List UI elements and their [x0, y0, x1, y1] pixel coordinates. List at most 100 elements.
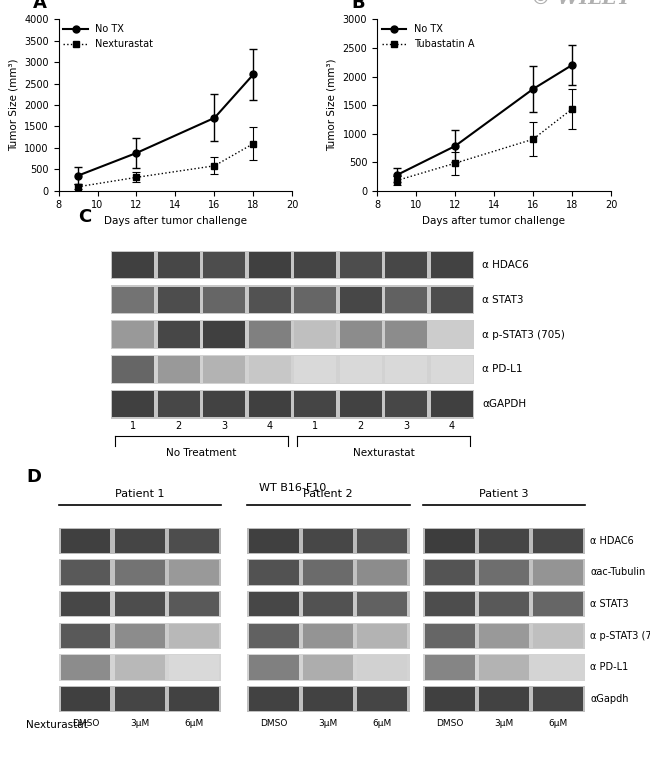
Bar [533, 560, 583, 584]
Text: 6μM: 6μM [185, 719, 203, 728]
Bar [424, 687, 474, 711]
Bar [358, 655, 408, 680]
Legend: No TX, Nexturastat: No TX, Nexturastat [63, 24, 153, 49]
Text: 3: 3 [221, 421, 228, 431]
Text: C: C [78, 208, 91, 226]
Bar [479, 560, 528, 584]
Bar [422, 591, 585, 618]
Bar [304, 655, 353, 680]
Bar [431, 356, 473, 383]
Bar [479, 592, 528, 616]
Bar [533, 624, 583, 648]
Text: 4: 4 [448, 421, 455, 431]
Legend: No TX, Tubastatin A: No TX, Tubastatin A [382, 24, 474, 49]
Bar [249, 655, 299, 680]
Bar [249, 321, 291, 348]
Bar [58, 654, 221, 681]
Bar [115, 687, 164, 711]
Bar [247, 686, 410, 713]
Bar [58, 591, 221, 618]
Text: DMSO: DMSO [436, 719, 463, 728]
Bar [431, 251, 473, 278]
Bar [115, 592, 164, 616]
Bar [249, 624, 299, 648]
Bar [304, 592, 353, 616]
Bar [431, 286, 473, 313]
Bar [358, 528, 408, 553]
Text: 4: 4 [266, 421, 273, 431]
Bar [58, 686, 221, 713]
Text: 1: 1 [130, 421, 136, 431]
Bar [340, 391, 382, 418]
Bar [111, 286, 474, 314]
Text: Patient 1: Patient 1 [115, 489, 164, 499]
Y-axis label: Tumor Size (mm³): Tumor Size (mm³) [8, 59, 18, 151]
Bar [112, 251, 154, 278]
Bar [58, 559, 221, 586]
Bar [340, 251, 382, 278]
Bar [304, 624, 353, 648]
Text: αGapdh: αGapdh [590, 694, 629, 704]
Text: α PD-L1: α PD-L1 [590, 662, 629, 672]
Bar [294, 356, 336, 383]
Text: A: A [32, 0, 46, 12]
Bar [60, 528, 111, 553]
Text: Nexturastat: Nexturastat [26, 720, 88, 731]
Text: Patient 2: Patient 2 [304, 489, 353, 499]
Bar [247, 559, 410, 586]
Bar [358, 624, 408, 648]
Bar [169, 624, 219, 648]
Bar [385, 251, 427, 278]
Bar [385, 356, 427, 383]
Bar [60, 560, 111, 584]
Text: © WILEY: © WILEY [531, 0, 630, 8]
Bar [115, 560, 164, 584]
Bar [249, 560, 299, 584]
Bar [533, 655, 583, 680]
Bar [60, 687, 111, 711]
Text: 1: 1 [312, 421, 318, 431]
Bar [422, 654, 585, 681]
Bar [249, 286, 291, 313]
Text: WT B16-F10: WT B16-F10 [259, 483, 326, 493]
Bar [158, 286, 200, 313]
Bar [424, 560, 474, 584]
Text: α HDAC6: α HDAC6 [482, 260, 529, 270]
Bar [358, 592, 408, 616]
Bar [294, 391, 336, 418]
Bar [158, 251, 200, 278]
Bar [533, 687, 583, 711]
Bar [247, 654, 410, 681]
Bar [424, 592, 474, 616]
Bar [112, 391, 154, 418]
Bar [249, 687, 299, 711]
Text: DMSO: DMSO [261, 719, 288, 728]
Text: α STAT3: α STAT3 [482, 295, 524, 305]
Bar [169, 560, 219, 584]
Text: Patient 3: Patient 3 [479, 489, 528, 499]
Text: 2: 2 [358, 421, 364, 431]
Bar [431, 391, 473, 418]
Bar [422, 527, 585, 554]
Bar [304, 528, 353, 553]
Bar [422, 622, 585, 649]
Bar [424, 655, 474, 680]
Bar [422, 686, 585, 713]
Text: 3μM: 3μM [130, 719, 150, 728]
Bar [249, 251, 291, 278]
Bar [169, 687, 219, 711]
Bar [422, 559, 585, 586]
Bar [533, 528, 583, 553]
Bar [115, 655, 164, 680]
Bar [112, 286, 154, 313]
Bar [424, 624, 474, 648]
Bar [247, 527, 410, 554]
Bar [112, 321, 154, 348]
Y-axis label: Tumor Size (mm³): Tumor Size (mm³) [327, 59, 337, 151]
Text: α STAT3: α STAT3 [590, 599, 629, 609]
Bar [111, 390, 474, 419]
Bar [58, 622, 221, 649]
Bar [158, 356, 200, 383]
Bar [203, 286, 245, 313]
Bar [249, 356, 291, 383]
